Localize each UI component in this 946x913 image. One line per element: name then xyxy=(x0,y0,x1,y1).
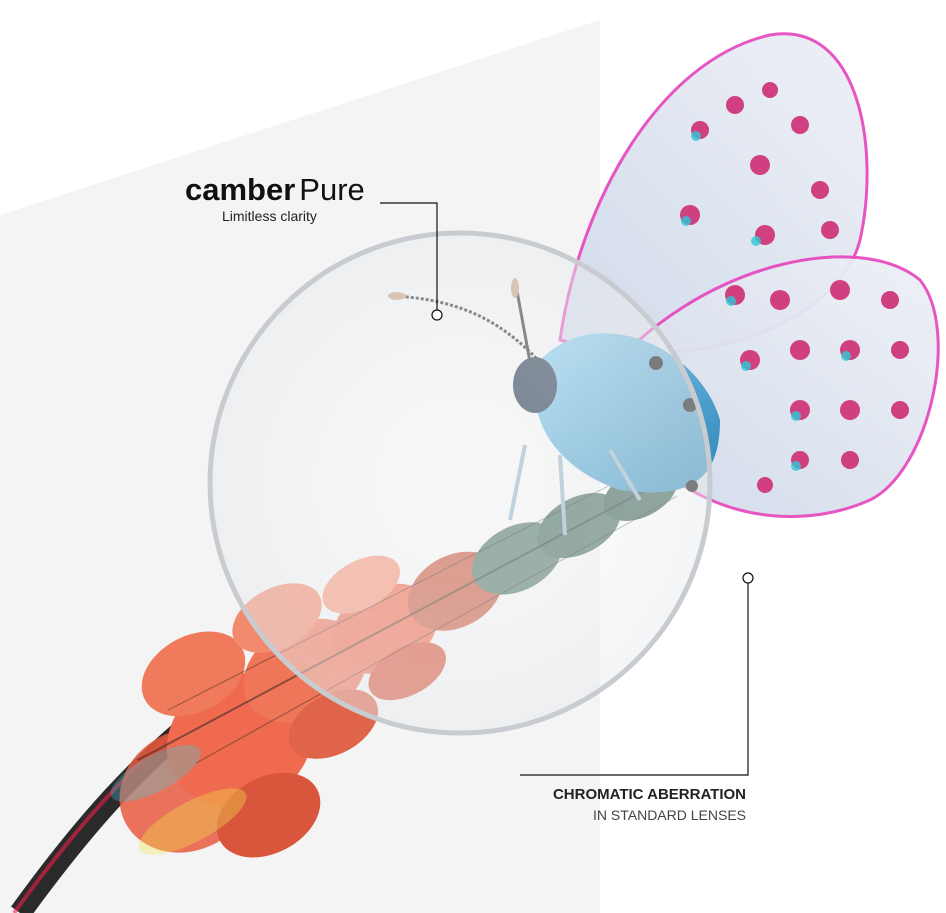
brand-light: Pure xyxy=(299,172,364,207)
lens xyxy=(210,233,710,733)
brand-bold: camber xyxy=(185,172,295,207)
tagline: Limitless clarity xyxy=(222,208,317,224)
callout-dot-bottom xyxy=(743,573,753,583)
hero-graphic: camberPure Limitless clarity CHROMATIC A… xyxy=(0,0,946,913)
callout-title: CHROMATIC ABERRATION xyxy=(553,786,746,803)
callout-subtitle: IN STANDARD LENSES xyxy=(593,807,746,823)
callout-dot-top xyxy=(432,310,442,320)
